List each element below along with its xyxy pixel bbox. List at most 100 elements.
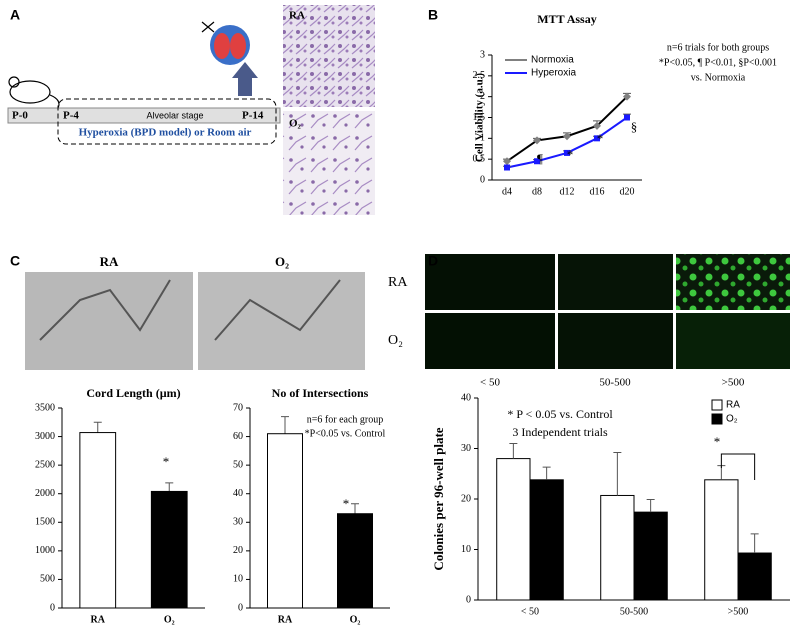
y-tick-label: 3500 xyxy=(35,402,55,413)
chart-title: Cord Length (µm) xyxy=(86,386,180,400)
annotation: * xyxy=(343,496,350,511)
chart-title: No of Intersections xyxy=(272,386,369,400)
treatment-label: Hyperoxia (BPD model) or Room air xyxy=(79,127,252,139)
y-tick-label: 1.5 xyxy=(473,112,486,123)
panel-label: A xyxy=(10,7,20,23)
legend-swatch xyxy=(711,413,723,425)
fluorescence-image xyxy=(676,313,790,369)
y-tick-label: 50 xyxy=(233,459,243,470)
x-tick-label: d4 xyxy=(502,186,512,197)
chart-title: MTT Assay xyxy=(537,12,596,26)
arrow xyxy=(232,62,258,96)
bar xyxy=(150,490,188,609)
annotation: n=6 trials for both groups xyxy=(667,42,769,53)
x-tick-label: RA xyxy=(278,614,293,625)
bar xyxy=(704,479,739,601)
y-tick-label: 10 xyxy=(233,574,243,585)
y-tick-label: 3000 xyxy=(35,431,55,442)
row-label: RA xyxy=(388,275,408,290)
annotation: n=6 for each group xyxy=(307,414,383,425)
y-axis-label: Colonies per 96-well plate xyxy=(431,427,446,570)
annotation: ¶ xyxy=(537,151,543,166)
point xyxy=(624,114,630,121)
bar xyxy=(737,552,772,601)
column-label: < 50 xyxy=(480,377,500,389)
point xyxy=(563,132,571,141)
point xyxy=(533,136,541,145)
fluorescence-image xyxy=(425,313,555,369)
point xyxy=(504,164,510,171)
y-tick-label: 1500 xyxy=(35,517,55,528)
x-tick-label: d12 xyxy=(560,186,575,197)
annotation: *P<0.05, ¶ P<0.01, §P<0.001 xyxy=(659,57,777,68)
image-label: RA xyxy=(100,254,119,269)
fluorescence-image xyxy=(558,254,673,310)
bar xyxy=(600,494,635,601)
legend-label: Hyperoxia xyxy=(531,68,576,79)
x-tick-label: RA xyxy=(91,614,106,625)
y-tick-label: 60 xyxy=(233,431,243,442)
error-bar xyxy=(750,533,759,554)
histology-image xyxy=(283,111,375,215)
y-tick-label: 500 xyxy=(40,574,55,585)
cell-network xyxy=(39,279,341,341)
fluorescence-image xyxy=(676,254,790,310)
error-bar xyxy=(93,421,102,433)
error-bar xyxy=(542,466,551,480)
timeline-bar xyxy=(7,107,281,124)
x-tick-label: O₂ xyxy=(350,614,361,625)
bar xyxy=(496,458,531,601)
column-label: >500 xyxy=(722,377,745,389)
y-tick-label: 1000 xyxy=(35,545,55,556)
legend-label: O₂ xyxy=(726,414,738,425)
y-tick-label: 40 xyxy=(461,392,471,403)
y-tick-label: 2000 xyxy=(35,488,55,499)
legend-label: RA xyxy=(726,400,740,411)
y-tick-label: 2 xyxy=(480,91,485,102)
bar xyxy=(633,511,668,601)
x-tick-label: d20 xyxy=(620,186,635,197)
exposure-box xyxy=(57,98,277,145)
annotation: * xyxy=(597,131,604,146)
annotation: 3 Independent trials xyxy=(512,425,608,439)
panel-label: B xyxy=(428,7,438,23)
lung-icon xyxy=(201,21,250,65)
error-bar xyxy=(646,499,655,513)
point xyxy=(594,135,600,142)
x-tick-label: d16 xyxy=(590,186,605,197)
y-tick-label: 30 xyxy=(461,443,471,454)
panel-label: C xyxy=(10,253,20,269)
point xyxy=(503,157,511,166)
timeline-label: P-14 xyxy=(242,110,264,122)
annotation: § xyxy=(631,119,638,134)
histology-image xyxy=(283,5,375,107)
x-tick-label: >500 xyxy=(728,606,749,617)
point xyxy=(534,158,540,165)
x-tick-label: 50-500 xyxy=(620,606,648,617)
y-tick-label: 0 xyxy=(466,594,471,605)
x-tick-label: O₂ xyxy=(164,614,175,625)
point xyxy=(564,149,570,156)
bar xyxy=(337,513,373,609)
y-tick-label: 30 xyxy=(233,517,243,528)
significance-bracket xyxy=(720,453,756,480)
annotation: * xyxy=(163,454,170,469)
timeline-label: P-0 xyxy=(12,110,28,122)
y-tick-label: 0.5 xyxy=(473,153,486,164)
annotation: *P<0.05 vs. Control xyxy=(305,428,386,439)
legend-label: Normoxia xyxy=(531,55,574,66)
point xyxy=(623,92,631,101)
y-tick-label: 20 xyxy=(233,545,243,556)
image-label: RA xyxy=(289,10,305,22)
x-tick-label: < 50 xyxy=(521,606,539,617)
mouse-icon xyxy=(8,76,60,109)
error-bar xyxy=(613,452,622,496)
y-tick-label: 70 xyxy=(233,402,243,413)
y-tick-label: 2500 xyxy=(35,459,55,470)
legend-swatch xyxy=(711,399,723,411)
timeline-label: P-4 xyxy=(63,110,79,122)
point xyxy=(593,121,601,130)
y-tick-label: 0 xyxy=(480,174,485,185)
